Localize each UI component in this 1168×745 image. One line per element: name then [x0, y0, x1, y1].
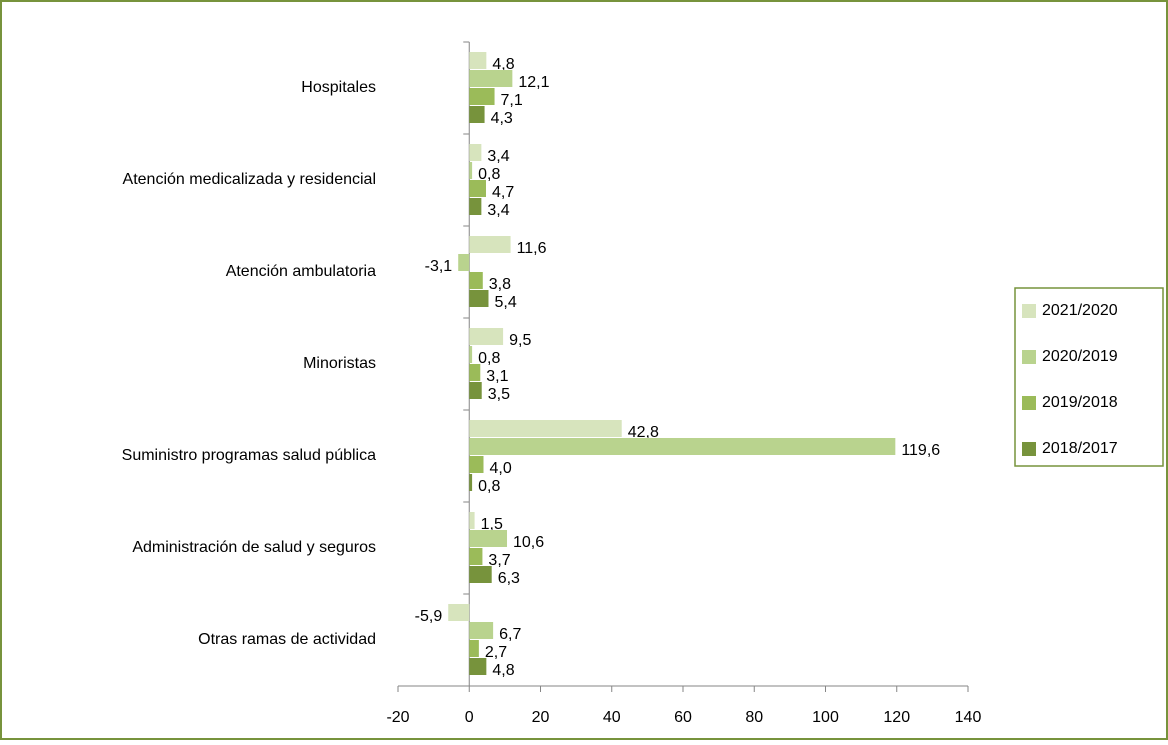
x-tick-label: 0 — [465, 709, 474, 726]
x-tick-label: 20 — [532, 709, 550, 726]
bar — [469, 566, 492, 583]
data-label: 6,7 — [499, 626, 521, 643]
data-label: 7,1 — [501, 92, 523, 109]
bar — [469, 52, 487, 69]
bar — [469, 640, 479, 657]
data-label: 2,7 — [485, 644, 507, 661]
data-label: -3,1 — [425, 258, 453, 275]
legend-swatch — [1022, 442, 1036, 456]
bar — [469, 236, 511, 253]
data-label: 4,8 — [492, 662, 514, 679]
data-label: 1,5 — [481, 516, 503, 533]
data-label: 6,3 — [498, 570, 520, 587]
bar — [469, 70, 513, 87]
bar — [469, 290, 489, 307]
y-tick-label: Otras ramas de actividad — [198, 631, 376, 648]
bar — [469, 106, 485, 123]
legend-label: 2021/2020 — [1042, 302, 1118, 319]
y-tick-label: Atención ambulatoria — [226, 263, 376, 280]
data-label: 3,7 — [488, 552, 510, 569]
data-label: 10,6 — [513, 534, 544, 551]
bar — [469, 144, 482, 161]
bar — [469, 530, 508, 547]
bar — [458, 254, 470, 271]
data-label: 0,8 — [478, 478, 500, 495]
legend-box — [1014, 287, 1164, 467]
data-label: -5,9 — [415, 608, 443, 625]
bar — [469, 512, 475, 529]
y-tick-label: Administración de salud y seguros — [132, 539, 376, 556]
data-label: 3,4 — [487, 202, 509, 219]
y-tick-label: Atención medicalizada y residencial — [123, 171, 376, 188]
bar — [469, 162, 473, 179]
data-label: 0,8 — [478, 166, 500, 183]
legend-label: 2019/2018 — [1042, 394, 1118, 411]
data-label: 3,1 — [486, 368, 508, 385]
bar — [469, 364, 481, 381]
bar — [469, 88, 495, 105]
bar — [469, 456, 484, 473]
data-label: 3,5 — [488, 386, 510, 403]
legend-swatch — [1022, 350, 1036, 364]
bar — [469, 438, 896, 455]
legend-swatch — [1022, 396, 1036, 410]
bar — [469, 180, 486, 197]
data-label: 42,8 — [628, 424, 659, 441]
bar — [469, 198, 482, 215]
bar — [469, 474, 473, 491]
data-label: 3,8 — [489, 276, 511, 293]
bar — [469, 622, 494, 639]
data-label: 5,4 — [494, 294, 516, 311]
y-tick-label: Minoristas — [303, 355, 376, 372]
y-tick-label: Suministro programas salud pública — [122, 447, 376, 464]
data-label: 119,6 — [901, 442, 940, 459]
x-tick-label: 100 — [812, 709, 839, 726]
bar — [469, 346, 473, 363]
data-label: 12,1 — [518, 74, 549, 91]
bar — [469, 328, 504, 345]
bar — [469, 420, 622, 437]
bar — [469, 548, 483, 565]
x-tick-label: 140 — [955, 709, 982, 726]
x-tick-label: 120 — [883, 709, 910, 726]
bar — [469, 382, 482, 399]
data-label: 4,0 — [490, 460, 512, 477]
bar — [448, 604, 470, 621]
data-label: 0,8 — [478, 350, 500, 367]
x-tick-label: 80 — [745, 709, 763, 726]
y-tick-label: Hospitales — [301, 79, 376, 96]
legend-label: 2018/2017 — [1042, 440, 1118, 457]
x-tick-label: 40 — [603, 709, 621, 726]
x-tick-label: 60 — [674, 709, 692, 726]
data-label: 9,5 — [509, 332, 531, 349]
bar — [469, 272, 483, 289]
data-label: 4,3 — [491, 110, 513, 127]
data-label: 4,8 — [492, 56, 514, 73]
data-label: 3,4 — [487, 148, 509, 165]
legend-swatch — [1022, 304, 1036, 318]
bar — [469, 658, 487, 675]
data-label: 11,6 — [517, 240, 547, 257]
data-label: 4,7 — [492, 184, 514, 201]
legend-label: 2020/2019 — [1042, 348, 1118, 365]
x-tick-label: -20 — [386, 709, 409, 726]
